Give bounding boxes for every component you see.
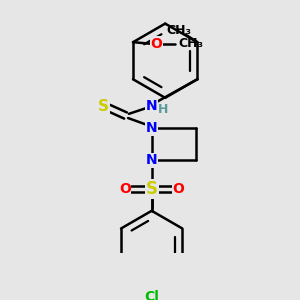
Text: H: H — [158, 103, 169, 116]
Text: S: S — [146, 180, 158, 198]
Text: CH₃: CH₃ — [178, 37, 204, 50]
Text: N: N — [146, 153, 158, 167]
Text: O: O — [151, 37, 163, 51]
Text: O: O — [173, 182, 184, 196]
Text: CH₃: CH₃ — [166, 24, 191, 37]
Text: N: N — [146, 121, 158, 135]
Text: O: O — [119, 182, 130, 196]
Text: Cl: Cl — [144, 290, 159, 300]
Text: N: N — [146, 99, 158, 113]
Text: S: S — [98, 99, 109, 114]
